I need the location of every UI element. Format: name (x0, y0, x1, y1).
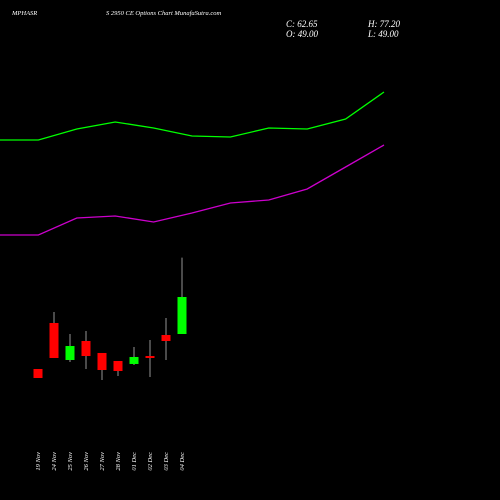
candle-body (97, 352, 107, 370)
candle-body (177, 297, 187, 335)
x-tick-label: 02 Dec (147, 452, 154, 471)
symbol: MPHASR (11, 10, 37, 17)
x-tick-label: 26 Nov (83, 452, 90, 471)
x-tick-label: 28 Nov (115, 452, 122, 471)
stat: L: 49.00 (367, 29, 399, 39)
x-tick-label: 19 Nov (35, 452, 42, 471)
chart-title: S 2950 CE Options Chart MunafaSutra.com (106, 10, 222, 17)
x-tick-label: 25 Nov (67, 452, 74, 471)
candle-body (65, 346, 75, 360)
candle-body (145, 356, 155, 358)
x-tick-label: 27 Nov (99, 452, 106, 471)
x-tick-label: 24 Nov (51, 452, 58, 471)
ma-line (0, 144, 385, 236)
stat: C: 62.65 (286, 19, 318, 29)
candle-body (113, 360, 123, 372)
stat: H: 77.20 (367, 19, 400, 29)
candle-body (49, 322, 59, 358)
ma-line (0, 91, 385, 141)
candle-body (33, 368, 43, 378)
x-tick-label: 03 Dec (163, 452, 170, 471)
x-tick-label: 01 Dec (131, 452, 138, 471)
candle-body (161, 335, 171, 341)
candle-body (81, 340, 91, 357)
x-tick-label: 04 Dec (179, 452, 186, 471)
stat: O: 49.00 (286, 29, 318, 39)
candle-body (129, 356, 139, 364)
